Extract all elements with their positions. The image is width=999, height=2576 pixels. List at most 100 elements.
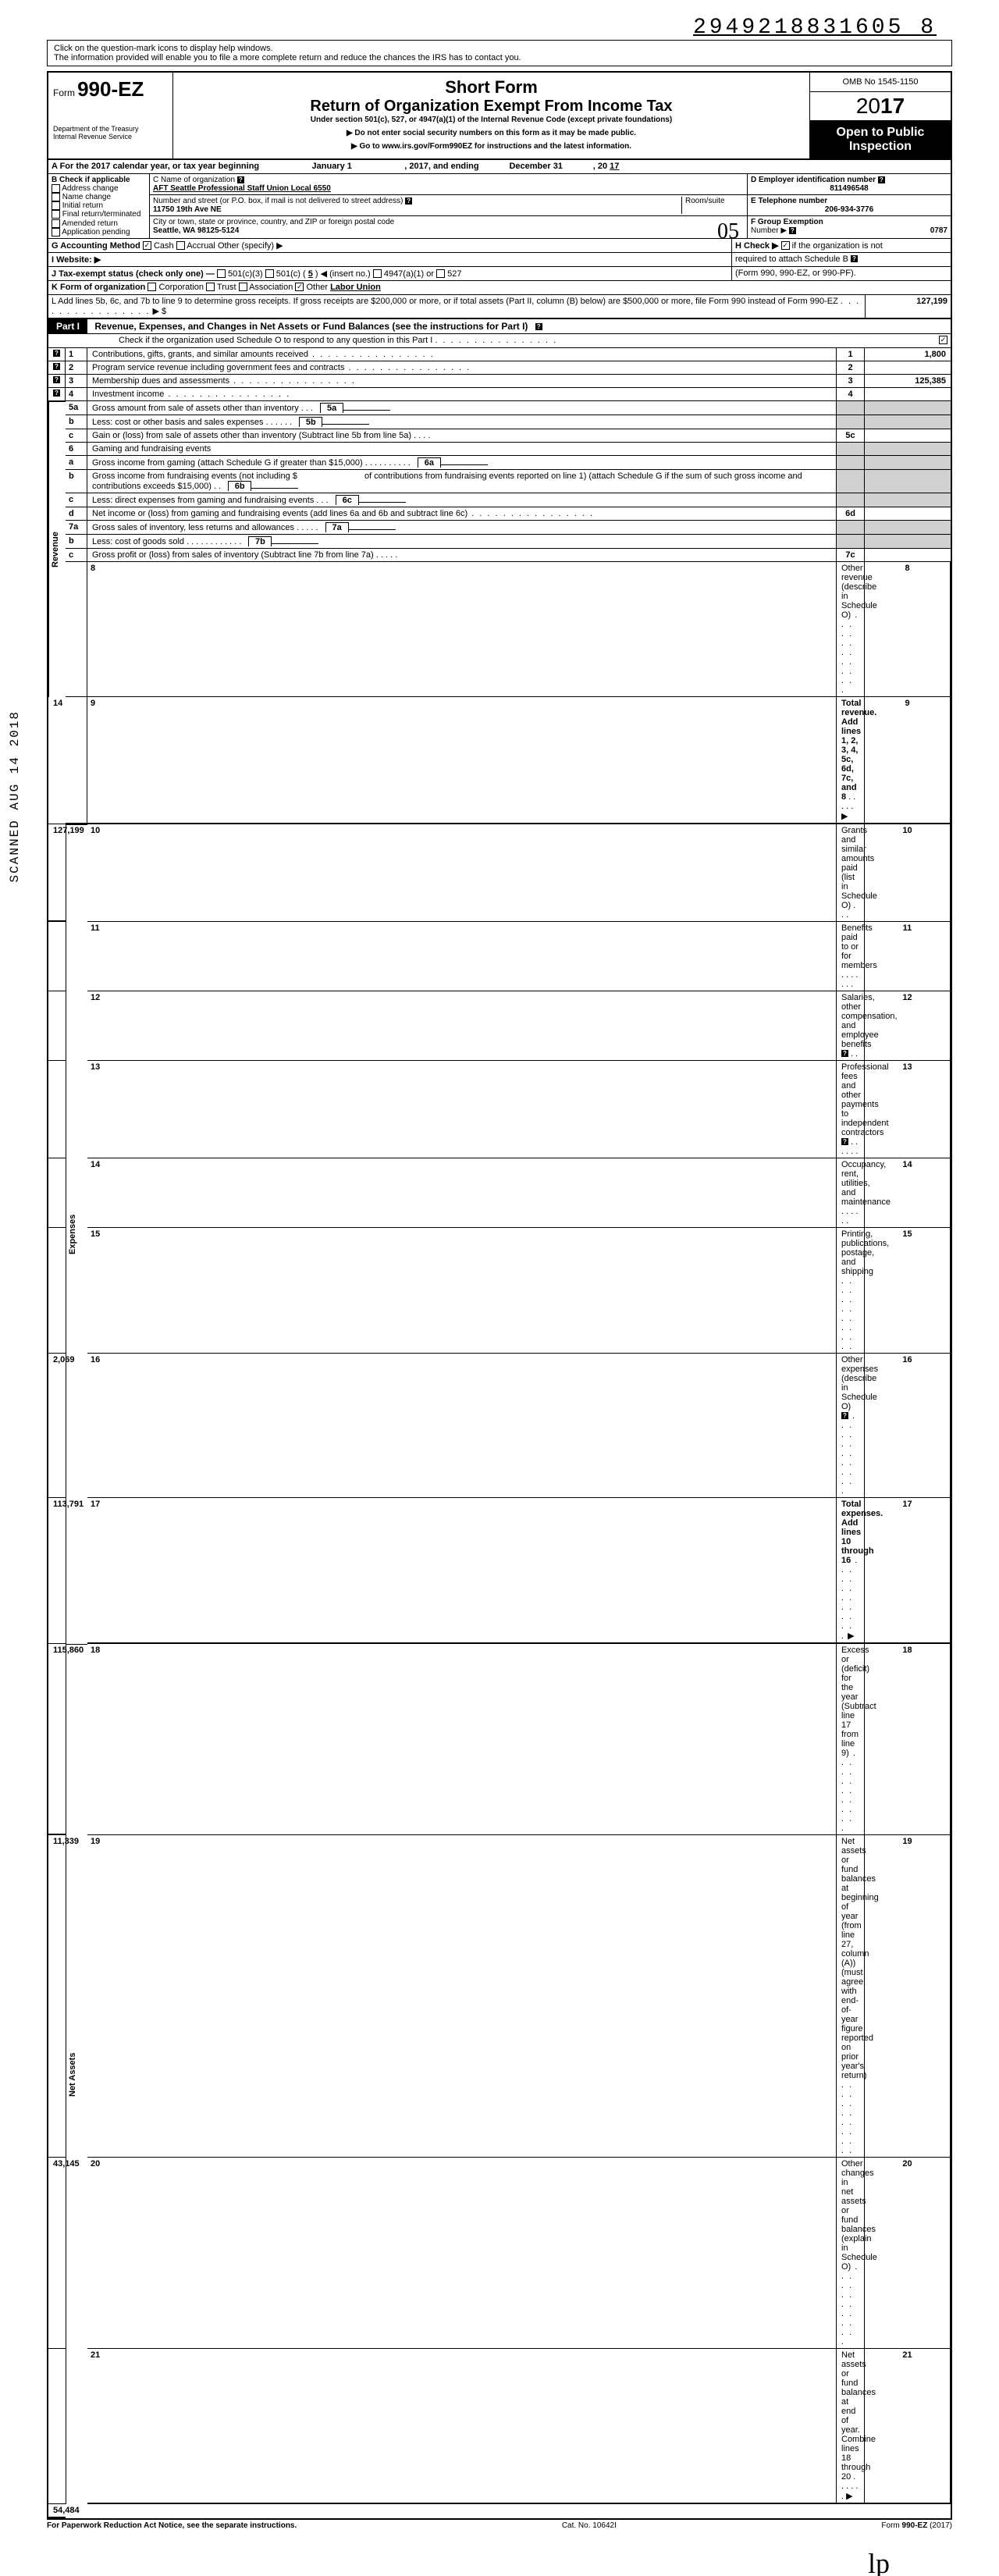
- help-icon[interactable]: ?: [405, 197, 412, 205]
- tax-year: 2017: [810, 92, 951, 121]
- expenses-side-label: Expenses: [66, 824, 87, 1644]
- document-root: 2949218831605 8 Click on the question-ma…: [47, 16, 952, 2576]
- footer-center: Cat. No. 10642I: [562, 2521, 617, 2530]
- hint-line2: The information provided will enable you…: [54, 53, 945, 62]
- checkbox-527[interactable]: [436, 269, 445, 278]
- help-icon[interactable]: ?: [535, 323, 542, 330]
- line-i-label: I Website: ▶: [52, 255, 101, 265]
- help-icon[interactable]: ?: [53, 390, 60, 397]
- label-application-pending: Application pending: [62, 228, 130, 237]
- checkbox-name-change[interactable]: [52, 193, 60, 201]
- help-icon[interactable]: ?: [841, 1412, 848, 1419]
- checkbox-501c[interactable]: [265, 269, 274, 278]
- checkbox-application-pending[interactable]: [52, 228, 60, 237]
- line-4-desc: Investment income: [92, 390, 164, 399]
- hint-line1: Click on the question-mark icons to disp…: [54, 44, 945, 53]
- checkbox-initial-return[interactable]: [52, 201, 60, 210]
- line-6a-desc: Gross income from gaming (attach Schedul…: [92, 458, 363, 468]
- form-prefix: Form: [53, 87, 75, 98]
- line-2-num: 2: [66, 361, 87, 375]
- line-6-num: 6: [66, 443, 87, 456]
- dept-irs: Internal Revenue Service: [53, 133, 168, 141]
- open-line1: Open to Public: [815, 126, 946, 140]
- section-c-addr-label: Number and street (or P.O. box, if mail …: [153, 197, 404, 205]
- line-20-val: [48, 2349, 66, 2504]
- checkbox-schedule-o[interactable]: [939, 336, 947, 344]
- line-21-val: 54,484: [48, 2504, 66, 2518]
- checkbox-address-change[interactable]: [52, 184, 60, 193]
- line-8-num: 8: [87, 562, 837, 697]
- line-14-num: 14: [87, 1158, 837, 1228]
- handwritten-05: 05: [717, 219, 739, 244]
- line-16-num: 16: [87, 1354, 837, 1498]
- line-3-val: 125,385: [865, 375, 951, 388]
- line-j-label: J Tax-exempt status (check only one) —: [52, 269, 215, 279]
- line-l-text: L Add lines 5b, 6c, and 7b to line 9 to …: [52, 297, 838, 306]
- line-6b-desc1: Gross income from fundraising events (no…: [92, 471, 297, 481]
- label-4947a1: 4947(a)(1) or: [384, 269, 434, 279]
- checkbox-trust[interactable]: [206, 283, 215, 291]
- label-cash: Cash: [154, 241, 174, 251]
- line-k-label: K Form of organization: [52, 283, 145, 292]
- line-7c-desc: Gross profit or (loss) from sales of inv…: [92, 550, 374, 560]
- section-e-label: E Telephone number: [751, 197, 827, 205]
- label-insert-no: ) ◀ (insert no.): [315, 269, 371, 279]
- help-icon[interactable]: ?: [841, 1050, 848, 1057]
- help-icon[interactable]: ?: [237, 176, 244, 183]
- line-16-val: 113,791: [48, 1498, 66, 1644]
- help-icon[interactable]: ?: [841, 1138, 848, 1145]
- line-a-year: 17: [610, 162, 619, 171]
- label-association: Association: [249, 283, 293, 292]
- line-1-box: 1: [837, 348, 865, 361]
- checkbox-501c3[interactable]: [217, 269, 226, 278]
- line-14-val: [48, 1228, 66, 1354]
- line-11-val: [48, 991, 66, 1061]
- line-11-num: 11: [87, 922, 837, 991]
- line-a-mid: , 2017, and ending: [404, 162, 478, 171]
- checkbox-amended-return[interactable]: [52, 219, 60, 228]
- line-21-num: 21: [87, 2349, 837, 2504]
- checkbox-final-return[interactable]: [52, 210, 60, 219]
- part-1-title: Revenue, Expenses, and Changes in Net As…: [90, 319, 532, 333]
- line-18-num: 18: [87, 1644, 837, 1835]
- omb-number: OMB No 1545-1150: [810, 73, 951, 92]
- line-l-arrow: ▶ $: [152, 307, 166, 316]
- line-6d-box: 6d: [837, 507, 865, 521]
- checkbox-association[interactable]: [239, 283, 247, 291]
- checkbox-other-org[interactable]: [295, 283, 304, 291]
- checkbox-schedule-b[interactable]: [781, 241, 790, 250]
- line-20-box: 20: [865, 2158, 951, 2349]
- footer: For Paperwork Reduction Act Notice, see …: [47, 2518, 952, 2532]
- checkbox-corporation[interactable]: [148, 283, 156, 291]
- help-icon[interactable]: ?: [53, 350, 60, 357]
- line-9-val: 127,199: [48, 824, 66, 922]
- help-icon[interactable]: ?: [53, 376, 60, 383]
- checkbox-4947a1[interactable]: [373, 269, 382, 278]
- line-16-box: 16: [865, 1354, 951, 1498]
- help-icon[interactable]: ?: [851, 255, 858, 262]
- help-icon[interactable]: ?: [53, 363, 60, 370]
- label-501c: 501(c) (: [276, 269, 306, 279]
- line-i: I Website: ▶ required to attach Schedule…: [47, 253, 952, 267]
- line-5a-desc: Gross amount from sale of assets other t…: [92, 404, 299, 413]
- line-g-label: G Accounting Method: [52, 241, 140, 251]
- room-suite-label: Room/suite: [685, 197, 725, 205]
- line-9-num: 9: [87, 697, 837, 824]
- line-15-val: 2,069: [48, 1354, 66, 1498]
- label-amended-return: Amended return: [62, 219, 118, 228]
- ssn-warning: Do not enter social security numbers on …: [178, 129, 805, 137]
- line-18-box: 18: [865, 1644, 951, 1835]
- help-icon[interactable]: ?: [789, 227, 796, 234]
- line-a: A For the 2017 calendar year, or tax yea…: [47, 160, 952, 174]
- checkbox-accrual[interactable]: [176, 241, 185, 250]
- group-exemption-number: 0787: [930, 226, 947, 235]
- line-13-num: 13: [87, 1061, 837, 1158]
- help-icon[interactable]: ?: [878, 176, 885, 183]
- label-address-change: Address change: [62, 184, 118, 193]
- revenue-side-label: Revenue: [48, 401, 66, 697]
- part-1-schedule-o: Check if the organization used Schedule …: [47, 334, 952, 348]
- line-5c-num: c: [66, 429, 87, 443]
- checkbox-cash[interactable]: [143, 241, 151, 250]
- part-1-header: Part I Revenue, Expenses, and Changes in…: [47, 319, 952, 334]
- line-6d-val: [865, 507, 951, 521]
